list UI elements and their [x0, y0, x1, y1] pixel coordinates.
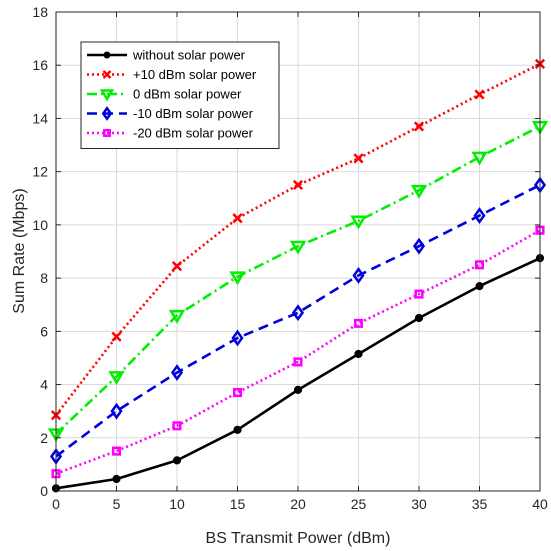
data-point-triangle [410, 184, 428, 199]
data-point-square [111, 446, 122, 456]
data-point-circle [112, 474, 121, 484]
data-point-diamond [352, 266, 365, 284]
data-point-triangle [168, 309, 186, 324]
series-line [55, 183, 541, 458]
x-axis-title: BS Transmit Power (dBm) [206, 530, 391, 547]
data-point-square [353, 318, 364, 328]
x-tick-label: 5 [113, 496, 121, 512]
legend: without solar power +10 dBm solar power 0 … [80, 41, 280, 149]
x-tick-label: 40 [532, 496, 548, 512]
data-point-diamond [291, 304, 305, 322]
data-point-square [232, 387, 243, 398]
data-point-circle [172, 456, 182, 465]
series-line [54, 62, 541, 416]
y-axis-title: Sum Rate (Mbps) [11, 188, 28, 313]
data-point-x [232, 213, 243, 224]
data-point-circle [293, 385, 303, 394]
legend-label: -20 dBm solar power [133, 126, 254, 141]
data-point-circle [475, 281, 484, 291]
data-point-square [172, 421, 182, 431]
data-point-x [292, 179, 304, 191]
data-point-x [111, 331, 122, 342]
data-point-triangle [471, 151, 488, 166]
data-point-circle [233, 425, 242, 434]
y-tick-label: 18 [32, 4, 48, 20]
y-tick-label: 12 [32, 164, 48, 180]
y-tick-label: 8 [40, 270, 48, 286]
data-point-circle [354, 349, 363, 359]
data-point-diamond [110, 402, 123, 420]
legend-label: +10 dBm solar power [133, 67, 257, 82]
data-point-x [102, 70, 112, 79]
data-point-circle [414, 313, 424, 323]
x-tick-label: 0 [52, 496, 60, 512]
y-tick-label: 10 [32, 217, 48, 233]
x-tick-label: 35 [472, 496, 488, 512]
data-point-circle [103, 51, 111, 59]
y-tick-label: 14 [32, 110, 48, 126]
legend-item: -10 dBm solar power [87, 106, 254, 121]
legend-item: 0 dBm solar power [87, 87, 242, 102]
data-point-x [413, 121, 425, 132]
legend-item: +10 dBm solar power [87, 67, 257, 82]
data-point-triangle [108, 371, 125, 386]
y-tick-label: 6 [40, 323, 48, 339]
data-point-square [293, 357, 303, 367]
data-point-x [474, 89, 485, 100]
x-tick-label: 10 [169, 496, 185, 512]
data-point-triangle [289, 240, 307, 255]
data-point-diamond [412, 237, 426, 255]
legend-item: without solar power [87, 48, 246, 63]
data-point-diamond [170, 364, 184, 382]
data-point-square [414, 289, 424, 299]
legend-label: without solar power [132, 48, 246, 63]
series-0 [51, 254, 545, 493]
x-tick-label: 15 [230, 496, 246, 512]
legend-label: 0 dBm solar power [133, 87, 242, 102]
legend-item: -20 dBm solar power [87, 126, 254, 141]
data-point-triangle [229, 271, 246, 286]
y-tick-label: 0 [40, 483, 48, 499]
data-point-triangle [99, 89, 115, 102]
axis-ticks: 0 5 10 15 20 25 30 35 40 0 2 4 6 8 10 12 14 16 18 [32, 4, 548, 512]
y-tick-label: 4 [40, 377, 48, 393]
series-line [55, 229, 541, 475]
data-point-triangle [350, 215, 367, 230]
x-tick-label: 25 [351, 496, 367, 512]
data-point-diamond [231, 329, 244, 347]
data-point-square [474, 260, 485, 270]
legend-label: -10 dBm solar power [133, 106, 254, 121]
x-tick-label: 20 [290, 496, 306, 512]
series-line [55, 125, 541, 435]
y-tick-label: 16 [32, 57, 48, 73]
data-point-x [353, 153, 364, 164]
data-point-diamond [473, 207, 486, 225]
data-point-square [103, 129, 111, 137]
x-tick-label: 30 [411, 496, 427, 512]
y-tick-label: 2 [40, 430, 48, 446]
data-point-x [171, 261, 183, 272]
series-layer [47, 58, 549, 493]
data-point-diamond [101, 106, 113, 121]
